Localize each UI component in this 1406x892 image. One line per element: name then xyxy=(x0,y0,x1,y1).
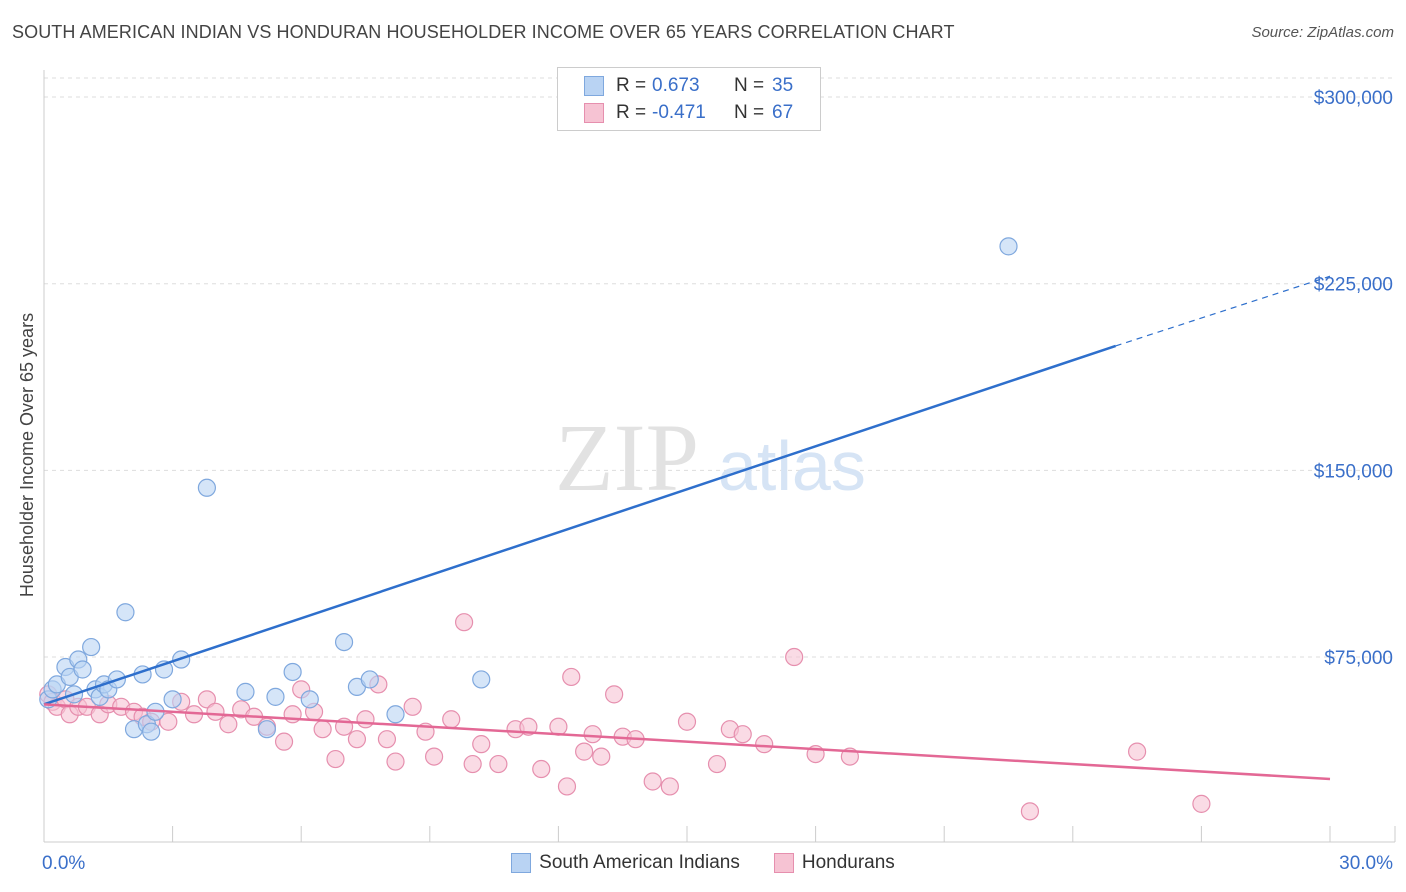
hondurans-trendline xyxy=(43,703,1331,781)
honduran-point xyxy=(463,754,482,774)
honduran-point xyxy=(583,725,602,744)
honduran-point xyxy=(326,749,345,769)
honduran-point xyxy=(1127,742,1147,761)
honduran-point xyxy=(386,752,405,771)
n-label: N = xyxy=(734,75,765,96)
honduran-point xyxy=(1020,802,1040,821)
south-american-indians-points xyxy=(39,237,1018,741)
south-american-indian-point xyxy=(360,670,379,689)
south-american-indian-point xyxy=(334,632,354,652)
y-tick-label: $300,000 xyxy=(1314,88,1393,109)
south-american-indian-point xyxy=(73,660,92,679)
blue-swatch xyxy=(584,76,604,96)
x-tick-label: 30.0% xyxy=(1339,853,1393,874)
honduran-point xyxy=(562,667,581,687)
honduran-point xyxy=(274,732,294,751)
honduran-point xyxy=(206,702,225,721)
south-american-indian-point xyxy=(283,662,302,682)
honduran-point xyxy=(424,747,444,766)
y-axis-label: Householder Income Over 65 years xyxy=(17,313,37,597)
chart-title: SOUTH AMERICAN INDIAN VS HONDURAN HOUSEH… xyxy=(12,22,955,42)
r-label: R = xyxy=(616,75,647,96)
honduran-point xyxy=(489,754,508,774)
y-tick-label: $225,000 xyxy=(1314,275,1393,296)
watermark-atlas: atlas xyxy=(718,427,866,505)
n-label: N = xyxy=(734,102,765,123)
stats-row-blue: R = 0.673 N = 35 xyxy=(584,73,793,99)
south-american-indian-point xyxy=(999,237,1018,256)
watermark-zip: ZIP xyxy=(555,404,699,511)
axes xyxy=(43,70,1396,843)
y-tick-label: $75,000 xyxy=(1324,648,1393,669)
honduran-point xyxy=(755,735,774,754)
honduran-point xyxy=(472,735,491,754)
honduran-point xyxy=(707,754,727,774)
stats-row-pink: R = -0.471 N = 67 xyxy=(584,100,793,126)
south-american-indian-point xyxy=(257,720,277,739)
south-american-indian-point xyxy=(197,478,216,497)
honduran-point xyxy=(159,712,178,731)
pink-swatch xyxy=(773,853,794,873)
blue-swatch xyxy=(511,853,532,873)
honduran-point xyxy=(313,720,332,739)
source-credit: Source: ZipAtlas.com xyxy=(1251,24,1394,41)
honduran-point xyxy=(403,697,422,716)
south-american-indians-trendline xyxy=(43,344,1117,706)
south-american-indian-point xyxy=(266,687,285,706)
honduran-point xyxy=(356,710,375,729)
south-american-indian-point xyxy=(82,637,101,657)
honduran-point xyxy=(785,647,804,667)
legend-item-south-american-indians[interactable]: South American Indians xyxy=(511,852,740,874)
south-american-indian-point xyxy=(300,690,319,709)
south-american-indian-point xyxy=(163,690,182,709)
south-american-indian-point xyxy=(386,705,405,724)
legend-label: Hondurans xyxy=(801,852,895,873)
x-tick-label: 0.0% xyxy=(42,853,85,874)
series-legend: South American Indians Hondurans xyxy=(0,852,1406,874)
legend-label: South American Indians xyxy=(539,852,740,873)
legend-item-hondurans[interactable]: Hondurans xyxy=(773,852,895,874)
honduran-point xyxy=(532,759,551,779)
south-american-indian-point xyxy=(142,722,161,741)
honduran-point xyxy=(605,685,624,704)
hondurans-points xyxy=(39,613,1211,821)
south-american-indian-point xyxy=(116,603,135,622)
honduran-point xyxy=(1192,794,1211,813)
honduran-point xyxy=(557,777,577,796)
honduran-point xyxy=(377,730,397,749)
r-label: R = xyxy=(616,102,647,123)
r-value: -0.471 xyxy=(652,102,706,123)
y-tick-label: $150,000 xyxy=(1314,461,1393,482)
honduran-point xyxy=(733,725,752,744)
honduran-point xyxy=(575,742,594,761)
south-american-indians-trendline-extension xyxy=(1115,275,1331,347)
n-value: 35 xyxy=(772,75,794,96)
honduran-point xyxy=(643,772,662,791)
stats-legend: R = 0.673 N = 35 R = -0.471 N = 67 xyxy=(557,67,821,131)
r-value: 0.673 xyxy=(652,75,700,96)
pink-swatch xyxy=(584,103,604,123)
honduran-point xyxy=(592,747,611,766)
grid-lines xyxy=(44,77,1395,658)
honduran-point xyxy=(197,690,216,709)
n-value: 67 xyxy=(772,102,794,123)
south-american-indian-point xyxy=(472,670,491,689)
watermark: ZIP atlas xyxy=(555,404,866,511)
honduran-point xyxy=(660,777,679,796)
tick-labels: $75,000 $150,000 $225,000 $300,000 0.0% 30.0% xyxy=(42,88,1393,874)
trend-lines xyxy=(43,275,1331,781)
honduran-point xyxy=(677,712,697,731)
honduran-point xyxy=(219,715,238,734)
south-american-indian-point xyxy=(236,682,255,701)
honduran-point xyxy=(347,730,367,749)
honduran-point xyxy=(442,710,461,729)
honduran-point xyxy=(454,613,474,632)
